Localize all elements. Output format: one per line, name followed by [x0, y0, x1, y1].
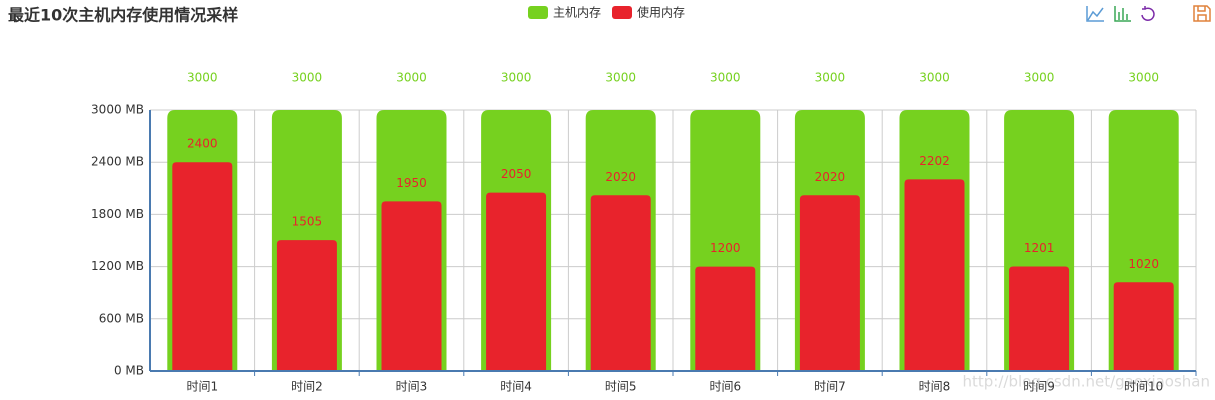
- bar: [799, 195, 860, 371]
- x-tick-label: 时间1: [186, 380, 218, 394]
- x-tick-label: 时间3: [396, 380, 428, 394]
- value-label: 3000: [187, 71, 218, 85]
- bar: [590, 195, 651, 371]
- value-label: 3000: [501, 71, 532, 85]
- value-label: 1505: [292, 215, 323, 229]
- value-label: 3000: [919, 71, 950, 85]
- value-label: 1950: [396, 176, 427, 190]
- legend-swatch: [612, 6, 632, 19]
- chart-title: 最近10次主机内存使用情况采样: [8, 6, 238, 25]
- legend-label: 主机内存: [553, 6, 601, 20]
- x-tick-label: 时间4: [500, 380, 532, 394]
- y-tick-label: 1800 MB: [91, 207, 144, 221]
- value-label: 3000: [815, 71, 846, 85]
- y-tick-label: 3000 MB: [91, 103, 144, 117]
- x-tick-label: 时间6: [709, 380, 741, 394]
- y-tick-label: 2400 MB: [91, 155, 144, 169]
- value-label: 3000: [710, 71, 741, 85]
- x-tick-label: 时间5: [605, 380, 637, 394]
- save-icon[interactable]: [1193, 5, 1211, 22]
- bar: [486, 192, 547, 371]
- bar: [381, 201, 442, 371]
- x-tick-label: 时间10: [1124, 380, 1163, 394]
- value-label: 3000: [396, 71, 427, 85]
- bar-icon[interactable]: [1114, 6, 1131, 22]
- bar: [904, 179, 965, 371]
- legend-swatch: [528, 6, 548, 19]
- bar: [695, 266, 756, 371]
- x-tick-label: 时间8: [919, 380, 951, 394]
- value-label: 2020: [605, 170, 636, 184]
- value-label: 1020: [1128, 257, 1159, 271]
- y-tick-label: 1200 MB: [91, 259, 144, 273]
- restore-icon[interactable]: [1141, 6, 1155, 21]
- x-tick-label: 时间9: [1023, 380, 1055, 394]
- bar: [1009, 266, 1070, 371]
- bar: [1113, 282, 1174, 371]
- value-label: 1200: [710, 241, 741, 255]
- value-label: 2400: [187, 137, 218, 151]
- bar: [172, 162, 233, 371]
- line-icon[interactable]: [1086, 6, 1104, 22]
- value-label: 3000: [605, 71, 636, 85]
- legend-label: 使用内存: [637, 5, 685, 20]
- watermark: http://blog.csdn.net/gaoxiaoshan: [963, 373, 1211, 391]
- value-label: 2202: [919, 154, 950, 168]
- value-label: 2050: [501, 167, 532, 181]
- x-tick-label: 时间2: [291, 380, 323, 394]
- value-label: 3000: [1024, 71, 1055, 85]
- y-tick-label: 0 MB: [114, 364, 144, 378]
- x-tick-label: 时间7: [814, 380, 846, 394]
- y-tick-label: 600 MB: [99, 311, 144, 325]
- bar: [276, 240, 337, 371]
- toolbar[interactable]: [1086, 5, 1211, 22]
- value-label: 2020: [815, 170, 846, 184]
- value-label: 3000: [1128, 71, 1159, 85]
- value-label: 3000: [292, 71, 323, 85]
- value-label: 1201: [1024, 241, 1055, 255]
